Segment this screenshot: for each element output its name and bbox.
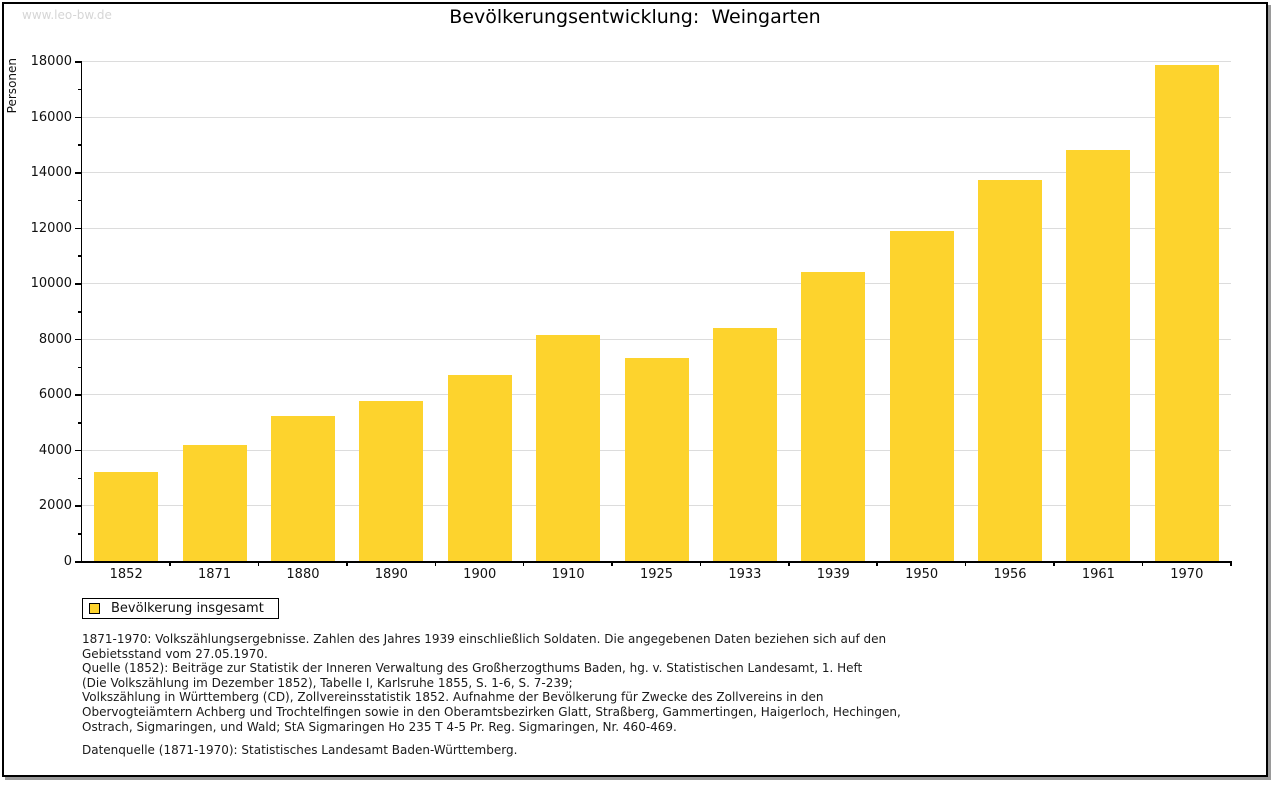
x-tick (1053, 561, 1055, 566)
gridline (82, 61, 1231, 62)
legend-swatch-icon (89, 603, 100, 614)
chart-title: Bevölkerungsentwicklung: Weingarten (449, 6, 821, 28)
y-tick (78, 477, 82, 480)
gridline (82, 338, 1231, 340)
y-tick (78, 422, 82, 424)
x-tick-label: 1970 (1170, 567, 1204, 582)
y-tick-label: 4000 (38, 442, 72, 458)
x-tick (611, 561, 613, 566)
y-tick-label: 2000 (38, 498, 72, 514)
bar-1950 (889, 230, 954, 561)
x-tick (788, 561, 790, 566)
y-tick-label: 0 (63, 554, 72, 569)
y-tick (75, 172, 82, 174)
x-tick (434, 561, 437, 566)
source-notes: 1871-1970: Volkszählungsergebnisse. Zahl… (82, 632, 901, 734)
y-tick (75, 227, 82, 230)
y-tick-label: 8000 (38, 331, 72, 347)
bar-1871 (182, 444, 247, 561)
bar-1910 (536, 335, 601, 561)
bar-1956 (978, 179, 1043, 561)
note-line: Quelle (1852): Beiträge zur Statistik de… (82, 661, 863, 676)
y-tick-label: 14000 (30, 165, 72, 181)
note-line: Obervogteiämtern Achberg und Trochtelfin… (82, 704, 901, 719)
x-tick (876, 561, 878, 566)
y-tick (78, 366, 82, 369)
x-tick-label: 1852 (109, 567, 143, 582)
x-axis (80, 561, 1231, 563)
y-tick (78, 311, 82, 313)
gridline (82, 227, 1231, 229)
y-tick-label: 6000 (38, 387, 72, 403)
y-tick (78, 144, 82, 146)
y-tick-label: 12000 (30, 220, 72, 236)
x-tick-label: 1900 (463, 567, 497, 582)
y-tick (75, 449, 82, 452)
note-line: (Die Volkszählung im Dezember 1852), Tab… (82, 675, 573, 690)
x-tick (257, 561, 260, 566)
x-tick (1230, 561, 1232, 566)
chart-window: www.leo-bw.de Bevölkerungsentwicklung: W… (2, 2, 1268, 777)
bar-1961 (1066, 149, 1131, 561)
y-tick (75, 338, 82, 341)
x-tick-label: 1910 (551, 567, 585, 582)
y-tick-label: 16000 (30, 109, 72, 125)
bar-1970 (1154, 65, 1219, 561)
bar-1900 (447, 374, 512, 561)
x-tick-label: 1890 (374, 567, 408, 582)
bar-1925 (624, 358, 689, 561)
x-tick (346, 561, 348, 566)
x-tick-label: 1950 (905, 567, 939, 582)
legend-label: Bevölkerung insgesamt (111, 601, 264, 616)
x-tick-label: 1933 (728, 567, 762, 582)
y-tick-label: 10000 (30, 276, 72, 292)
note-line: Ostrach, Sigmaringen, und Wald; StA Sigm… (82, 719, 677, 734)
x-tick (699, 561, 702, 566)
x-tick (169, 561, 171, 566)
y-tick (78, 199, 82, 202)
gridline (82, 172, 1231, 174)
bar-1933 (712, 327, 777, 561)
gridline (82, 283, 1231, 285)
x-tick-label: 1871 (198, 567, 232, 582)
watermark: www.leo-bw.de (22, 8, 112, 22)
y-tick (78, 533, 82, 535)
datasource-line: Datenquelle (1871-1970): Statistisches L… (82, 743, 518, 757)
legend: Bevölkerung insgesamt (82, 598, 279, 619)
y-tick-label: 18000 (30, 54, 72, 69)
plot-area: Personen 0 2000 4000 6000 8000 10000 12000 1400… (4, 4, 1266, 775)
x-tick (522, 561, 525, 566)
x-tick (964, 561, 967, 566)
bar-1852 (94, 472, 159, 561)
bar-1890 (359, 401, 424, 561)
y-tick (75, 561, 82, 563)
y-tick (75, 283, 82, 285)
y-axis (80, 61, 82, 563)
x-tick-label: 1880 (286, 567, 320, 582)
bar-1880 (270, 415, 335, 561)
note-line: Gebietsstand vom 27.05.1970. (82, 646, 268, 661)
y-tick (78, 88, 82, 91)
y-tick (78, 255, 82, 257)
note-line: 1871-1970: Volkszählungsergebnisse. Zahl… (82, 632, 887, 646)
y-tick (75, 61, 82, 63)
y-tick (75, 505, 82, 507)
x-tick-label: 1925 (639, 567, 674, 582)
note-line: Volkszählung in Württemberg (CD), Zollve… (82, 690, 824, 705)
x-tick-label: 1961 (1081, 567, 1115, 582)
x-tick-label: 1956 (993, 567, 1027, 582)
x-tick (1141, 561, 1144, 566)
y-tick (75, 116, 82, 119)
gridline (82, 116, 1231, 118)
y-tick (75, 394, 82, 396)
bar-1939 (801, 272, 866, 561)
x-tick-label: 1939 (816, 567, 850, 582)
